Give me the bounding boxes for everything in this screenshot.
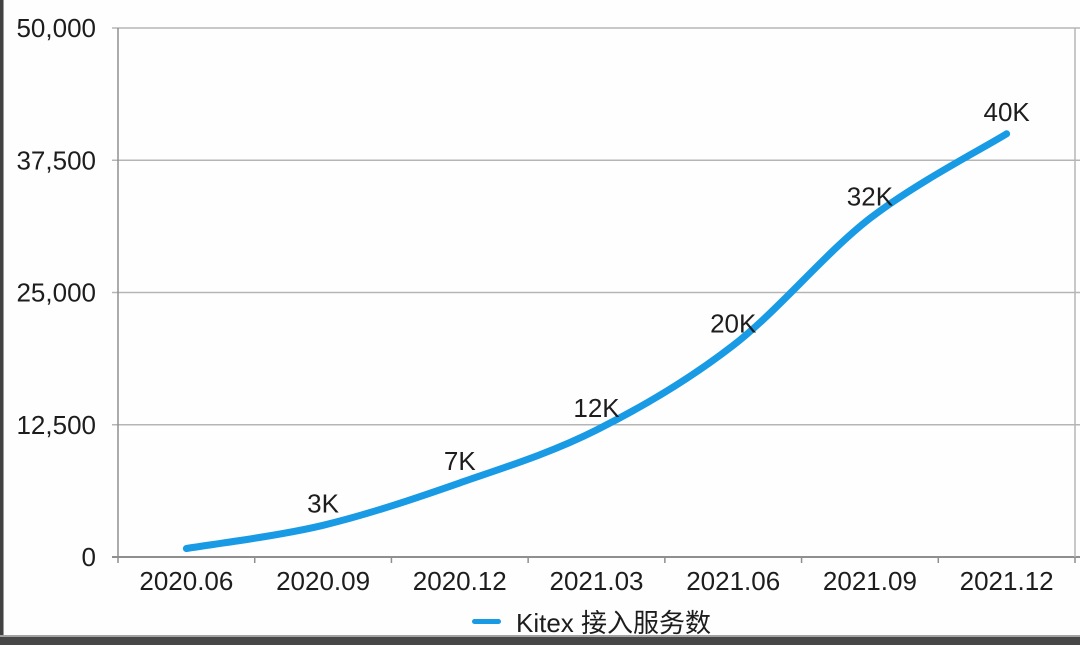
x-axis-tick-label: 2020.12 bbox=[413, 566, 507, 596]
window-bottom-edge bbox=[0, 635, 1080, 645]
data-point-label: 7K bbox=[444, 446, 476, 476]
legend: Kitex 接入服务数 bbox=[472, 605, 712, 638]
legend-line-swatch bbox=[472, 618, 501, 624]
window-left-edge bbox=[0, 0, 4, 645]
x-axis-tick-label: 2021.12 bbox=[960, 566, 1054, 596]
x-axis-tick-label: 2021.03 bbox=[550, 566, 644, 596]
data-point-label: 3K bbox=[307, 488, 339, 518]
series-line bbox=[182, 130, 1011, 552]
x-axis-tick-label: 2020.09 bbox=[276, 566, 370, 596]
data-point-label: 20K bbox=[710, 308, 757, 338]
x-axis-tick-label: 2020.06 bbox=[139, 566, 233, 596]
x-axis-tick-label: 2021.09 bbox=[823, 566, 917, 596]
y-axis-tick-label: 0 bbox=[82, 542, 96, 572]
data-point-label: 40K bbox=[984, 97, 1031, 127]
y-axis-tick-label: 12,500 bbox=[16, 410, 96, 440]
x-axis-tick-label: 2021.06 bbox=[686, 566, 780, 596]
y-axis-tick-label: 37,500 bbox=[16, 145, 96, 175]
data-point-label: 12K bbox=[573, 393, 620, 423]
y-axis-tick-label: 50,000 bbox=[16, 13, 96, 43]
data-point-label: 32K bbox=[847, 181, 894, 211]
y-axis-tick-label: 25,000 bbox=[16, 278, 96, 308]
legend-label: Kitex 接入服务数 bbox=[516, 607, 712, 638]
